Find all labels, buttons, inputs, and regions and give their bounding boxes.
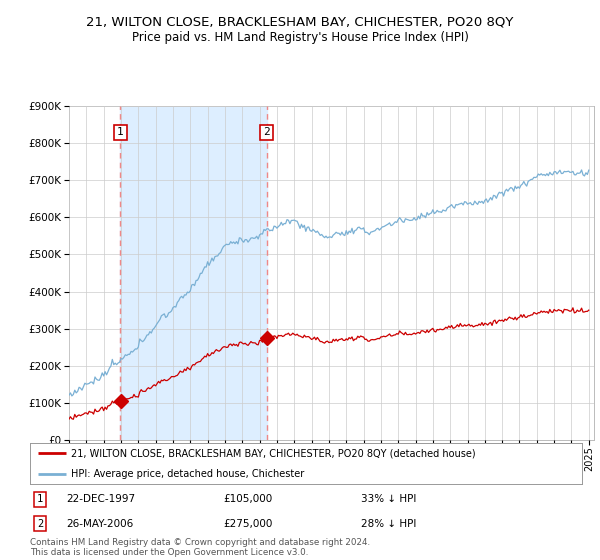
Text: £105,000: £105,000: [223, 494, 272, 504]
Text: Contains HM Land Registry data © Crown copyright and database right 2024.
This d: Contains HM Land Registry data © Crown c…: [30, 538, 370, 557]
Text: HPI: Average price, detached house, Chichester: HPI: Average price, detached house, Chic…: [71, 469, 305, 479]
Text: 1: 1: [117, 127, 124, 137]
Text: 21, WILTON CLOSE, BRACKLESHAM BAY, CHICHESTER, PO20 8QY: 21, WILTON CLOSE, BRACKLESHAM BAY, CHICH…: [86, 16, 514, 29]
Text: 22-DEC-1997: 22-DEC-1997: [66, 494, 135, 504]
Text: 33% ↓ HPI: 33% ↓ HPI: [361, 494, 416, 504]
Text: 2: 2: [263, 127, 270, 137]
Text: 21, WILTON CLOSE, BRACKLESHAM BAY, CHICHESTER, PO20 8QY (detached house): 21, WILTON CLOSE, BRACKLESHAM BAY, CHICH…: [71, 449, 476, 458]
Text: 26-MAY-2006: 26-MAY-2006: [66, 519, 133, 529]
Text: 2: 2: [37, 519, 43, 529]
Text: Price paid vs. HM Land Registry's House Price Index (HPI): Price paid vs. HM Land Registry's House …: [131, 31, 469, 44]
Text: 1: 1: [37, 494, 43, 504]
Text: 28% ↓ HPI: 28% ↓ HPI: [361, 519, 416, 529]
Text: £275,000: £275,000: [223, 519, 272, 529]
Bar: [121, 106, 266, 440]
